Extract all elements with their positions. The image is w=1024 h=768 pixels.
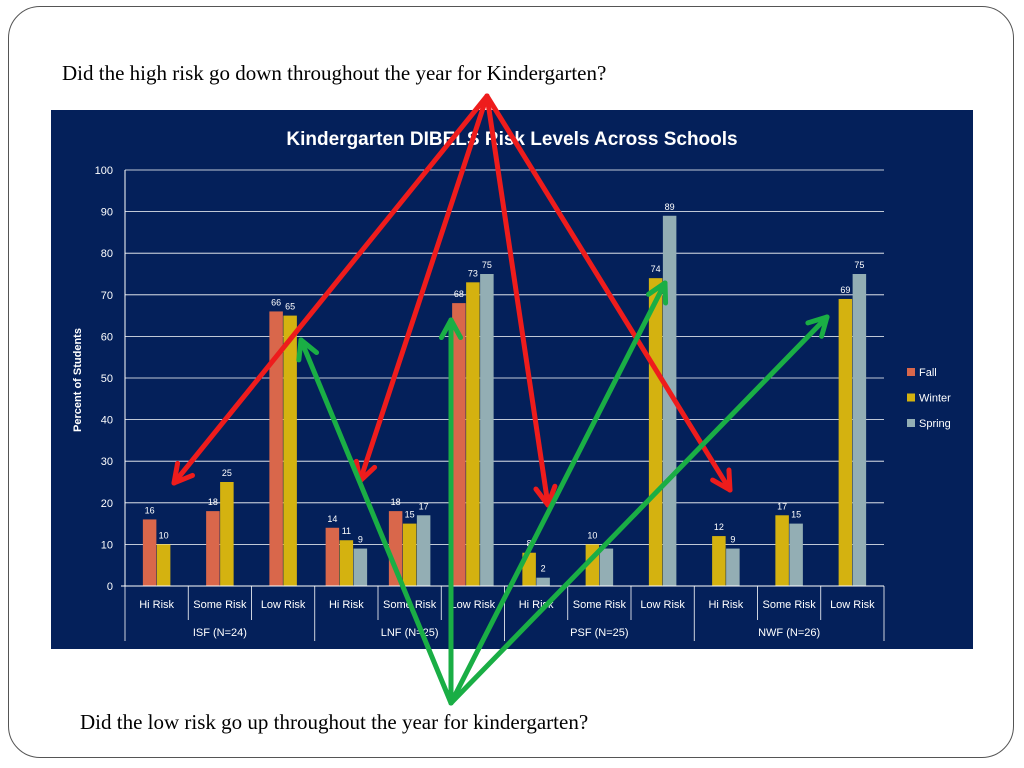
data-label: 15 [405,510,415,520]
data-label: 8 [527,539,532,549]
data-label: 75 [482,260,492,270]
data-label: 74 [651,264,661,274]
bar-spring [480,274,494,586]
y-tick-label: 60 [101,331,113,343]
y-axis-label: Percent of Students [72,328,84,432]
data-label: 17 [419,501,429,511]
bar-spring [416,515,431,586]
x-category-label: Low Risk [451,599,496,611]
data-label: 18 [208,497,218,507]
data-label: 69 [840,285,850,295]
data-label: 10 [159,530,169,540]
x-category-label: Low Risk [261,599,306,611]
y-tick-label: 50 [101,373,113,385]
data-label: 18 [391,497,401,507]
data-label: 16 [145,505,155,515]
bar-winter [775,515,789,586]
data-label: 11 [342,526,351,536]
bar-fall [325,527,340,586]
data-label: 89 [665,202,675,212]
bar-winter [522,552,536,586]
bar-spring [536,577,550,586]
data-label: 65 [285,302,295,312]
x-group-label: ISF (N=24) [193,627,247,639]
bar-spring [662,215,677,586]
x-category-label: Some Risk [383,599,437,611]
bar-winter [466,282,480,586]
x-group-label: PSF (N=25) [570,627,628,639]
data-label: 73 [468,268,478,278]
bar-winter [712,536,726,586]
data-label: 14 [327,514,337,524]
data-label: 15 [791,510,801,520]
data-label: 66 [271,297,281,307]
legend-label: Fall [919,367,937,379]
data-label: 68 [454,289,464,299]
x-category-label: Hi Risk [519,599,554,611]
bar-winter [283,315,297,586]
data-label: 75 [854,260,864,270]
bar-spring [789,523,803,586]
bar-winter [402,523,417,586]
bar-winter [339,540,354,586]
bar-winter [585,544,600,586]
chart-panel: Kindergarten DIBELS Risk Levels Across S… [51,110,973,649]
bar-fall [269,311,283,586]
x-category-label: Low Risk [830,599,875,611]
y-tick-label: 30 [101,456,113,468]
bar-fall [142,519,157,586]
y-tick-label: 40 [101,415,113,427]
x-category-label: Some Risk [193,599,247,611]
y-tick-label: 90 [101,207,113,219]
bar-fall [206,511,220,586]
legend-swatch-fall [907,368,915,376]
y-tick-label: 80 [101,248,113,260]
x-group-label: LNF (N=25) [381,627,439,639]
bar-winter [156,544,171,586]
legend-label: Winter [919,393,951,405]
data-label: 25 [222,468,232,478]
bar-spring [353,548,368,586]
chart-title: Kindergarten DIBELS Risk Levels Across S… [286,129,737,150]
x-category-label: Hi Risk [329,599,364,611]
x-category-label: Some Risk [573,599,627,611]
data-label: 9 [358,535,363,545]
data-label: 2 [541,564,546,574]
data-label: 12 [714,522,724,532]
y-tick-label: 70 [101,290,113,302]
y-tick-label: 0 [107,581,113,593]
bar-spring [726,548,740,586]
legend-label: Spring [919,418,951,430]
y-tick-label: 10 [101,539,113,551]
legend-swatch-spring [907,419,915,427]
y-tick-label: 20 [101,498,113,510]
x-category-label: Some Risk [763,599,817,611]
x-category-label: Hi Risk [139,599,174,611]
bar-fall [388,511,403,586]
data-label: 10 [587,530,597,540]
question-high-risk: Did the high risk go down throughout the… [62,61,607,85]
bar-spring [852,274,867,586]
bar-winter [648,278,663,586]
bar-winter [220,482,234,586]
legend-swatch-winter [907,393,915,402]
risk-levels-bar-chart: Kindergarten DIBELS Risk Levels Across S… [72,129,951,641]
x-category-label: Hi Risk [708,599,743,611]
bar-fall [452,303,466,586]
bar-winter [838,298,853,586]
data-label: 17 [777,501,787,511]
x-category-label: Low Risk [640,599,685,611]
y-tick-label: 100 [95,165,113,177]
data-label: 9 [730,535,735,545]
x-group-label: NWF (N=26) [758,627,820,639]
bar-spring [599,548,614,586]
question-low-risk: Did the low risk go up throughout the ye… [80,710,589,734]
